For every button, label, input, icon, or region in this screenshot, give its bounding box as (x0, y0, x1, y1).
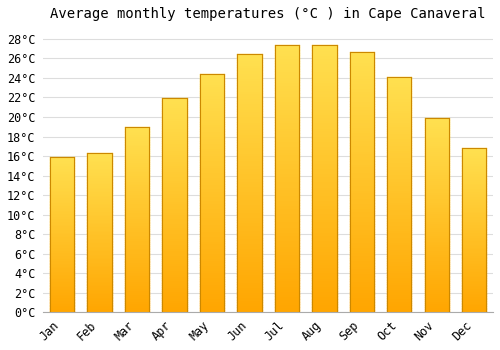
Title: Average monthly temperatures (°C ) in Cape Canaveral: Average monthly temperatures (°C ) in Ca… (50, 7, 486, 21)
